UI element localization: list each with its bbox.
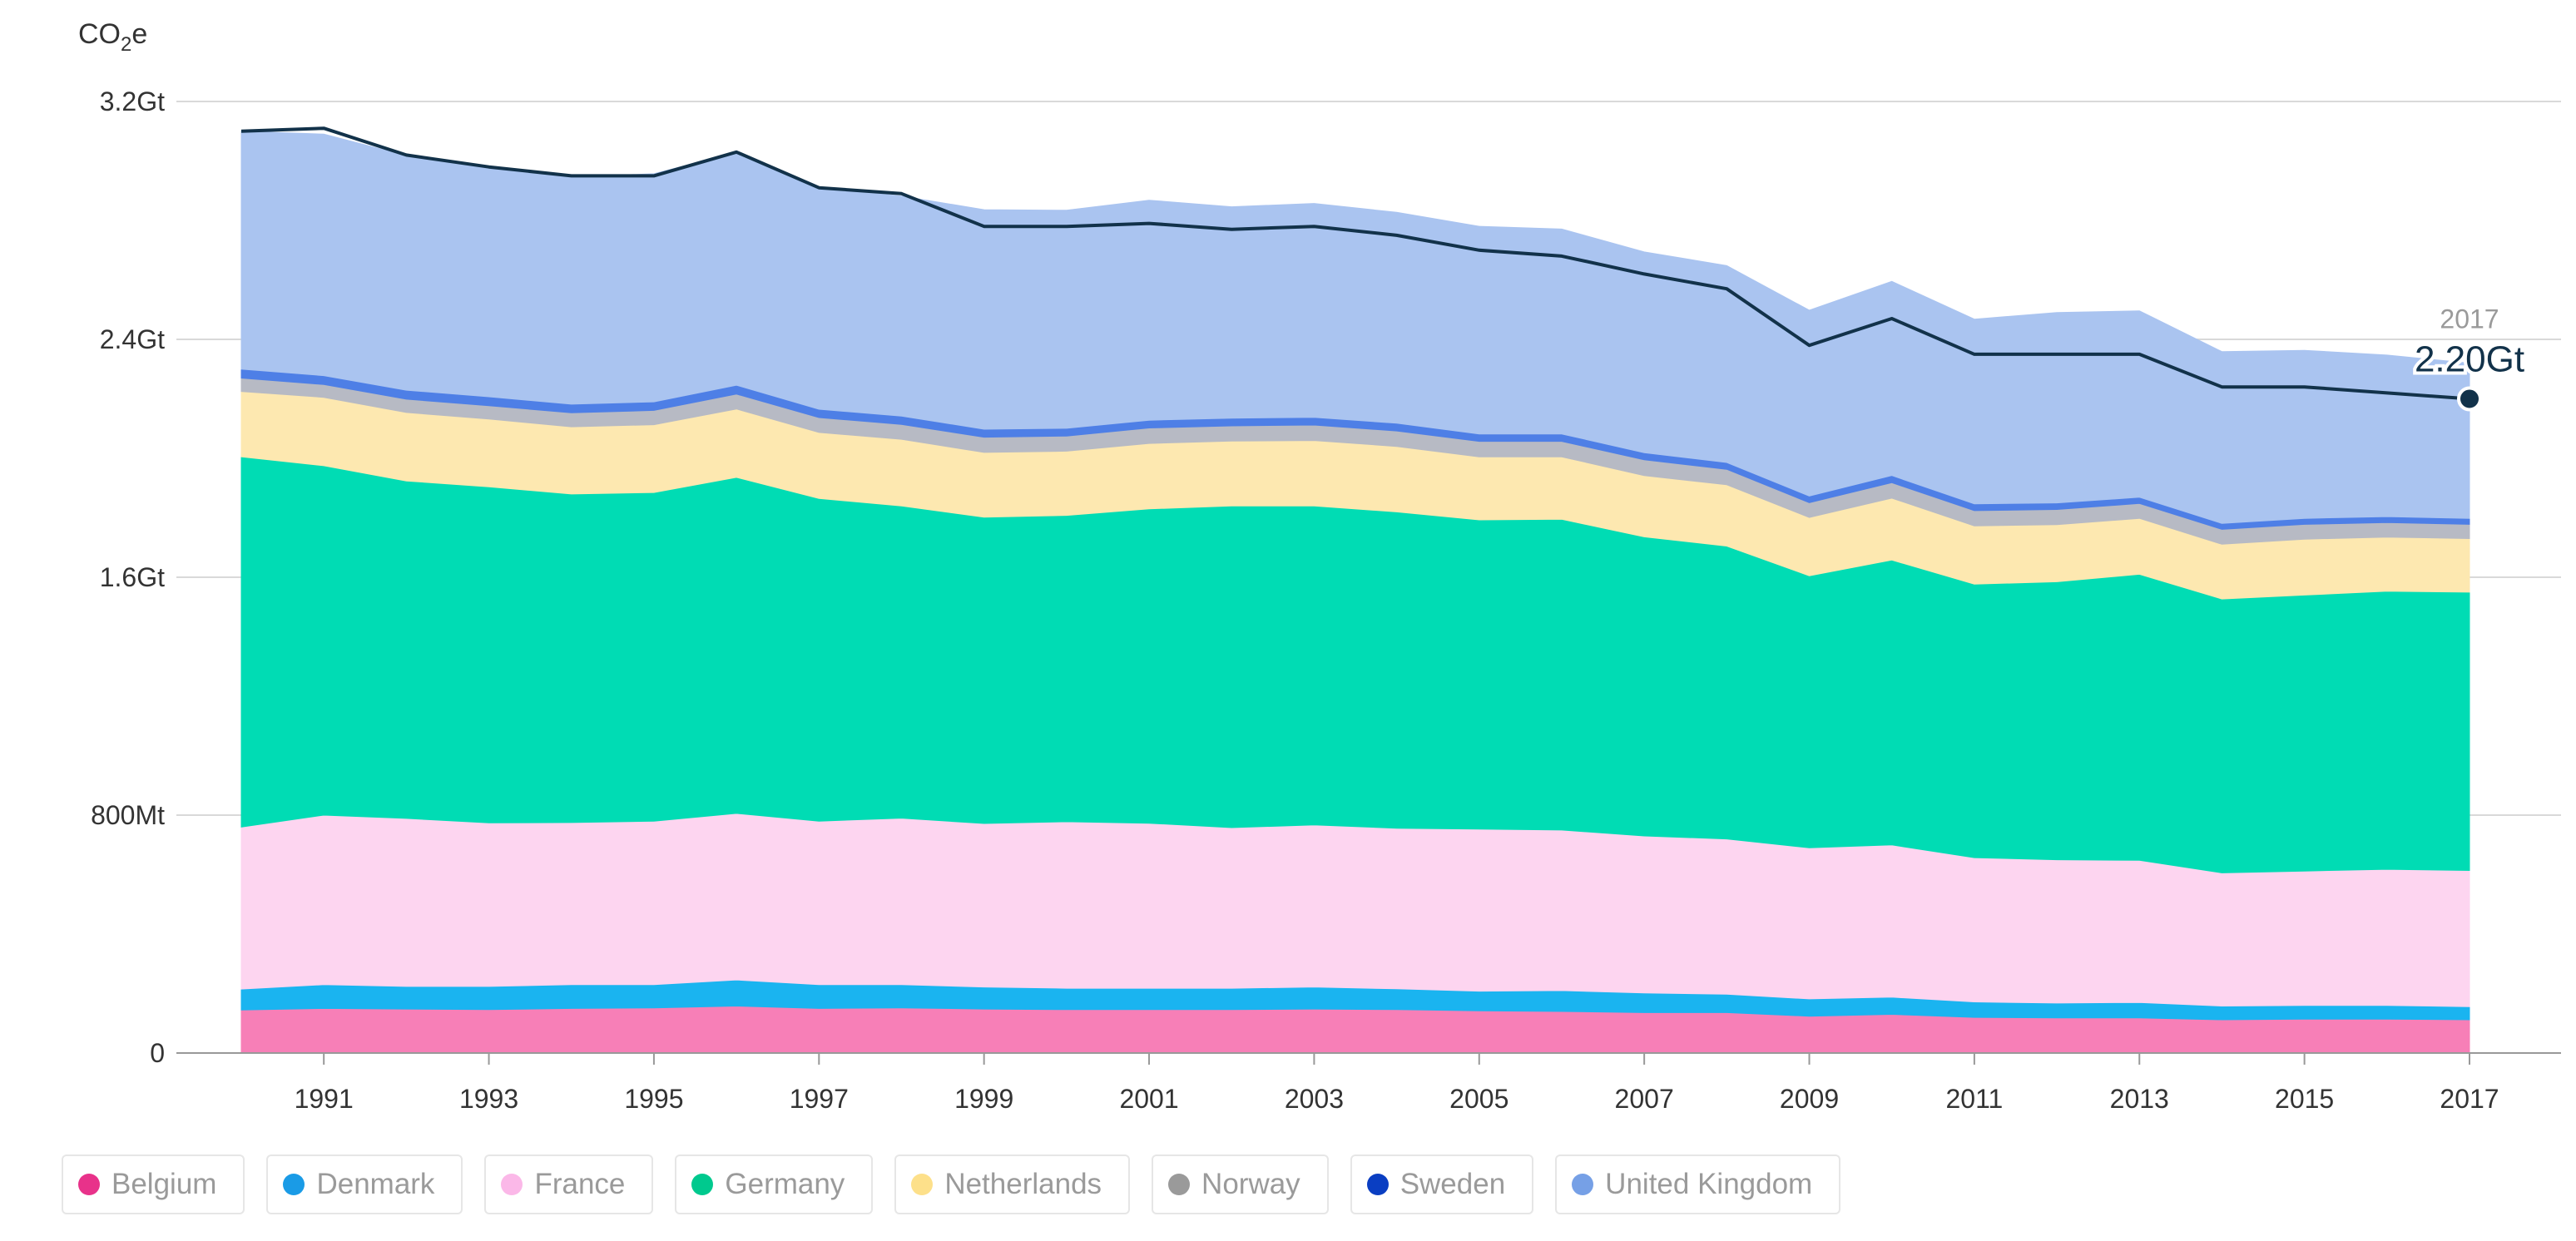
x-tick-label: 2007: [1615, 1084, 1674, 1114]
legend-item-denmark[interactable]: Denmark: [266, 1154, 463, 1214]
legend-dot-icon: [691, 1174, 714, 1195]
area-united-kingdom[interactable]: [240, 131, 2470, 524]
x-tick-label: 2009: [1780, 1084, 1839, 1114]
legend-label: Netherlands: [944, 1168, 1102, 1200]
annotation: 2017 2.20Gt: [2411, 304, 2528, 412]
y-axis-label-suffix: e: [131, 18, 147, 50]
x-tick-label: 2003: [1285, 1084, 1344, 1114]
legend-label: Belgium: [111, 1168, 217, 1200]
legend-dot-icon: [283, 1174, 305, 1195]
x-tick-label: 1997: [790, 1084, 849, 1114]
x-tick-label: 1999: [954, 1084, 1013, 1114]
x-tick-label: 2015: [2275, 1084, 2334, 1114]
legend-label: Norway: [1201, 1168, 1300, 1200]
legend-dot-icon: [78, 1174, 100, 1195]
legend-item-netherlands[interactable]: Netherlands: [894, 1154, 1131, 1214]
y-tick-label: 1.6Gt: [100, 562, 165, 592]
annotation-year: 2017: [2440, 304, 2499, 334]
legend-item-germany[interactable]: Germany: [675, 1154, 874, 1214]
x-tick-label: 1993: [459, 1084, 518, 1114]
legend-dot-icon: [1572, 1174, 1594, 1195]
y-axis-label-prefix: CO: [78, 18, 121, 50]
legend-dot-icon: [911, 1174, 934, 1195]
total-line: [240, 126, 2470, 401]
x-tick-label: 1995: [624, 1084, 683, 1114]
legend-label: United Kingdom: [1605, 1168, 1813, 1200]
x-tick-label: 2005: [1449, 1084, 1508, 1114]
y-tick-label: 0: [150, 1038, 165, 1068]
legend-item-belgium[interactable]: Belgium: [62, 1154, 245, 1214]
annotation-value: 2.20Gt: [2415, 339, 2524, 380]
legend-dot-icon: [501, 1174, 523, 1195]
legend: Belgium Denmark France Germany Netherlands No…: [62, 1154, 1841, 1214]
x-tick-label: 1991: [295, 1084, 354, 1114]
legend-item-france[interactable]: France: [484, 1154, 654, 1214]
legend-label: Sweden: [1399, 1168, 1506, 1200]
y-axis-label: CO2e: [78, 18, 147, 56]
y-axis-label-subscript: 2: [121, 33, 131, 56]
legend-dot-icon: [1366, 1174, 1389, 1195]
legend-dot-icon: [1168, 1174, 1191, 1195]
legend-label: Denmark: [316, 1168, 435, 1200]
stacked-area-chart: CO2e 0 800Mt 1.6Gt 2.4Gt 3.2Gt 1991 1993 1995 19…: [78, 18, 2561, 1114]
legend-item-united-kingdom[interactable]: United Kingdom: [1555, 1154, 1841, 1214]
total-line-layer: [240, 126, 2470, 401]
legend-label: Germany: [725, 1168, 845, 1200]
x-tick-label: 2013: [2110, 1084, 2169, 1114]
legend-item-sweden[interactable]: Sweden: [1350, 1154, 1534, 1214]
y-tick-label: 800Mt: [91, 800, 165, 830]
x-tick-label: 2001: [1119, 1084, 1178, 1114]
axes: 0 800Mt 1.6Gt 2.4Gt 3.2Gt 1991 1993 1995 1997 199…: [91, 87, 2561, 1114]
annotation-marker[interactable]: [2457, 386, 2482, 412]
x-tick-label: 2011: [1945, 1084, 2003, 1114]
legend-label: France: [534, 1168, 626, 1200]
x-tick-label: 2017: [2440, 1084, 2499, 1114]
legend-item-norway[interactable]: Norway: [1152, 1154, 1329, 1214]
areas: [240, 131, 2470, 1054]
y-tick-label: 2.4Gt: [100, 324, 165, 354]
y-tick-label: 3.2Gt: [100, 87, 165, 116]
